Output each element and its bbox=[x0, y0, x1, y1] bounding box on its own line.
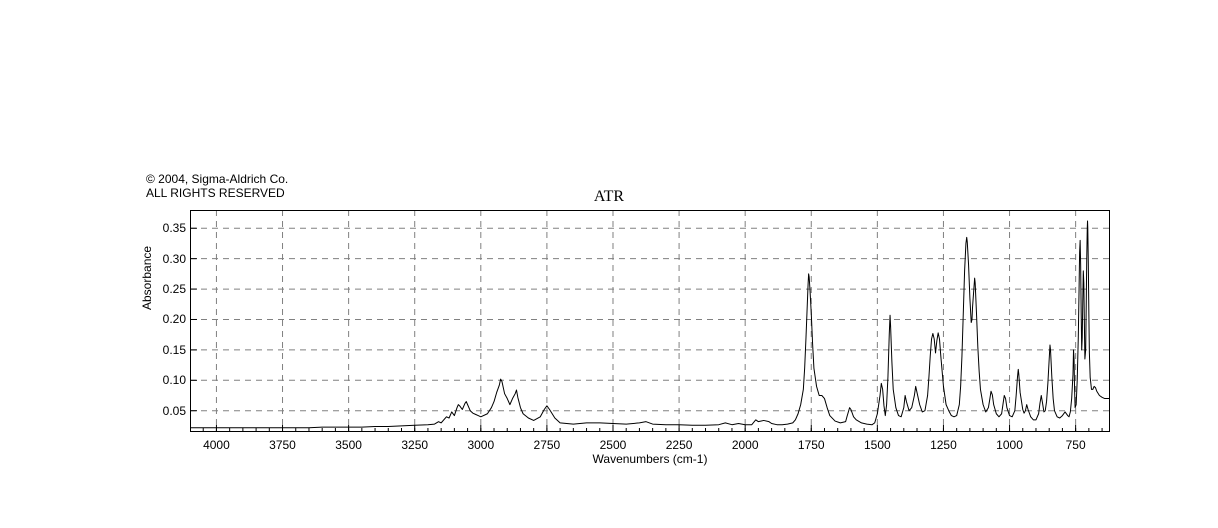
x-axis-label: Wavenumbers (cm-1) bbox=[190, 452, 1110, 466]
x-tick-label: 750 bbox=[1051, 438, 1101, 452]
x-tick-label: 1000 bbox=[985, 438, 1035, 452]
y-tick-label: 0.35 bbox=[136, 221, 186, 235]
y-tick-label: 0.15 bbox=[136, 343, 186, 357]
x-tick-label: 1500 bbox=[852, 438, 902, 452]
x-tick-label: 2500 bbox=[588, 438, 638, 452]
y-tick-label: 0.25 bbox=[136, 282, 186, 296]
y-tick-label: 0.05 bbox=[136, 404, 186, 418]
x-tick-label: 3250 bbox=[390, 438, 440, 452]
x-tick-label: 2750 bbox=[522, 438, 572, 452]
y-tick-label: 0.20 bbox=[136, 312, 186, 326]
x-tick-label: 1750 bbox=[786, 438, 836, 452]
x-tick-label: 4000 bbox=[191, 438, 241, 452]
plot-area bbox=[190, 210, 1110, 432]
y-tick-label: 0.30 bbox=[136, 252, 186, 266]
x-tick-label: 1250 bbox=[918, 438, 968, 452]
x-tick-label: 3750 bbox=[258, 438, 308, 452]
y-tick-label: 0.10 bbox=[136, 373, 186, 387]
chart-title: ATR bbox=[0, 188, 1218, 206]
x-tick-label: 2000 bbox=[720, 438, 770, 452]
spectrum-plot bbox=[190, 210, 1110, 432]
page: © 2004, Sigma-Aldrich Co. ALL RIGHTS RES… bbox=[0, 0, 1218, 528]
x-tick-label: 3500 bbox=[324, 438, 374, 452]
x-tick-label: 3000 bbox=[456, 438, 506, 452]
x-tick-label: 2250 bbox=[654, 438, 704, 452]
copyright-line-1: © 2004, Sigma-Aldrich Co. bbox=[146, 172, 288, 186]
